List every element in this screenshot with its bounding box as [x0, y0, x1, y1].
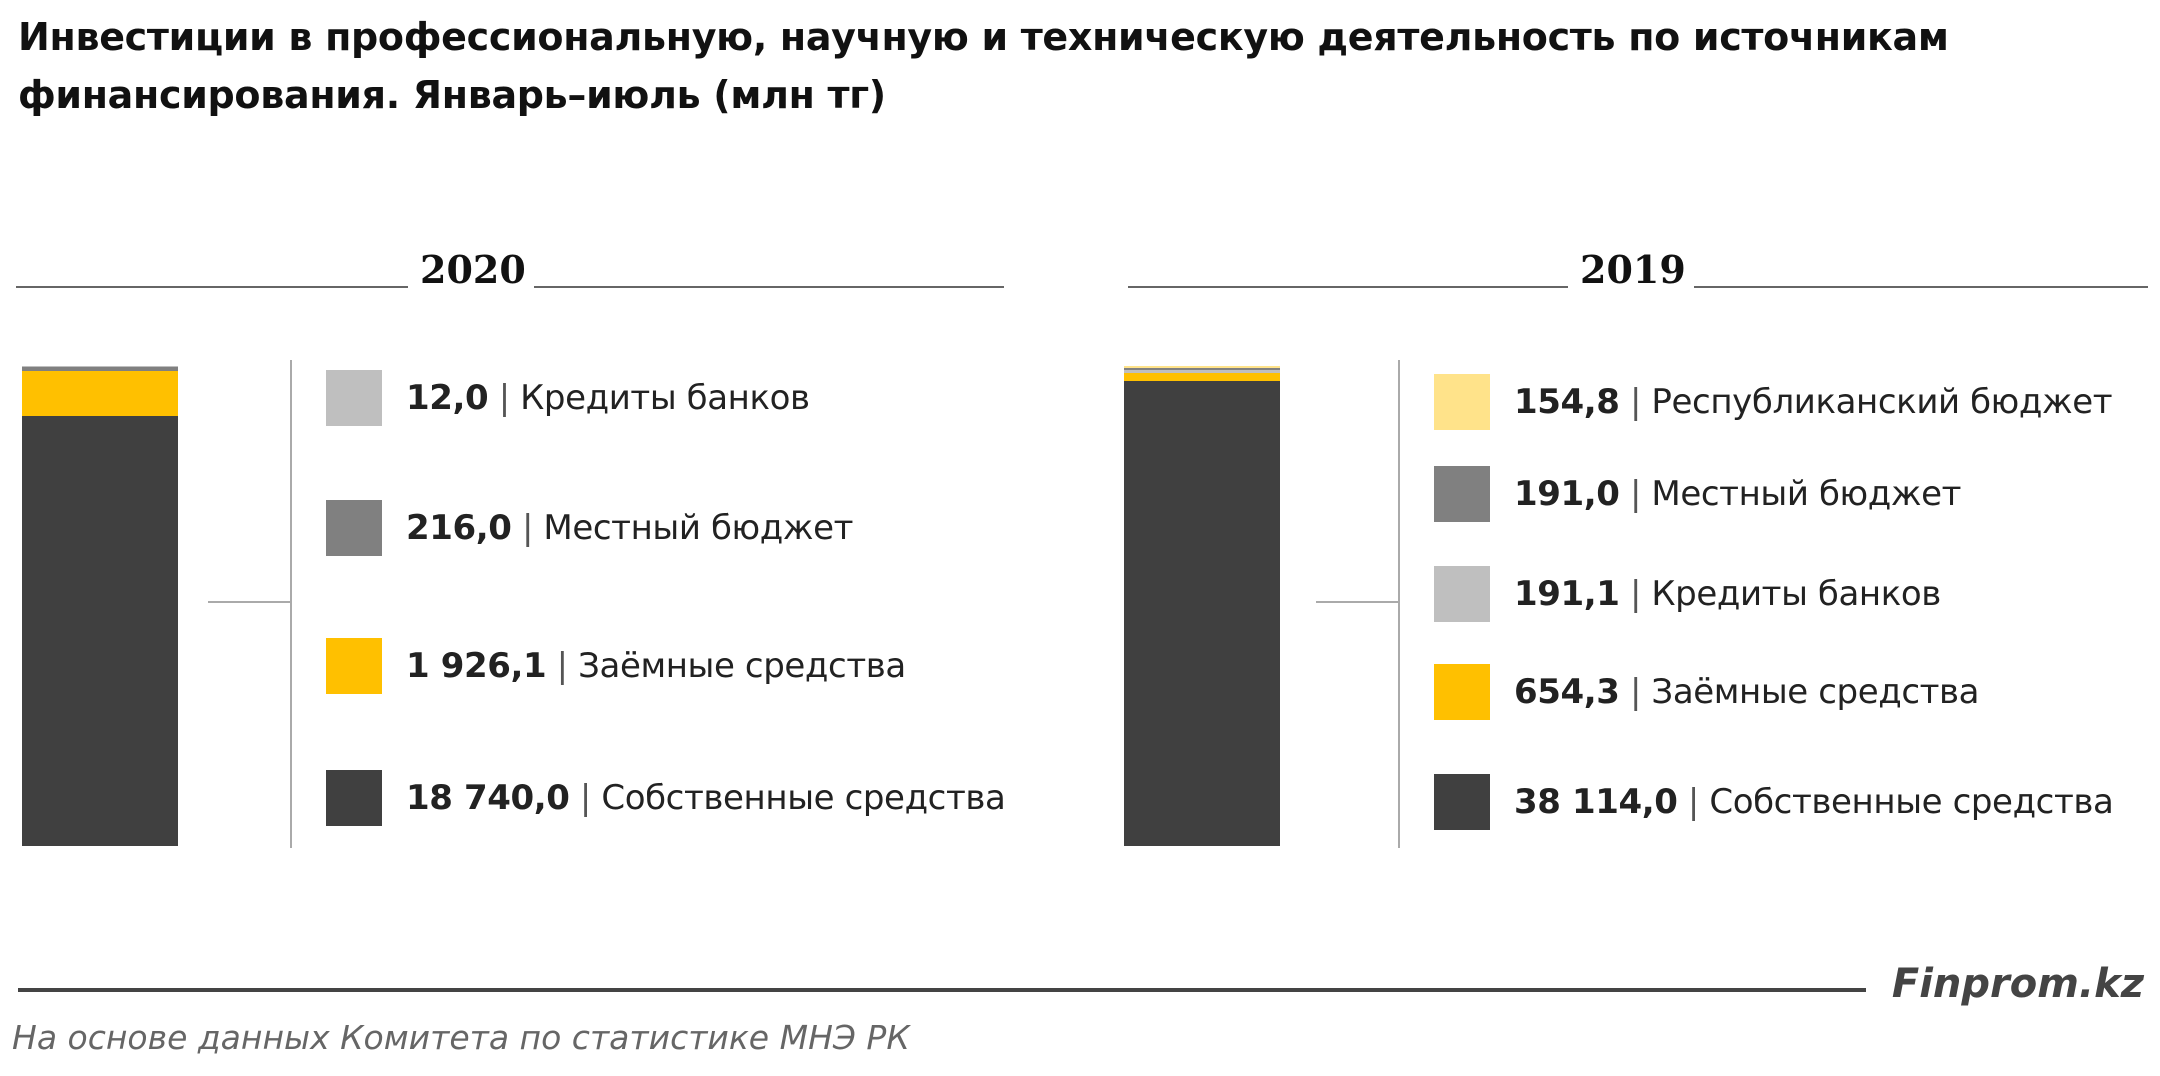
separator: |: [569, 778, 602, 818]
stacked-bar: [1124, 366, 1280, 846]
legend-bracket-vertical: [1398, 360, 1400, 848]
legend-swatch: [326, 770, 382, 826]
data-label: 1 926,1: [406, 646, 547, 686]
series-name: Собственные средства: [601, 778, 1006, 818]
series-name: Республиканский бюджет: [1651, 382, 2113, 422]
bar-segment: [1124, 372, 1280, 381]
legend-swatch: [1434, 566, 1490, 622]
legend-swatch: [326, 370, 382, 426]
legend-swatch: [326, 500, 382, 556]
separator: |: [1619, 672, 1652, 712]
legend-bracket-vertical: [290, 360, 292, 848]
series-name: Заёмные средства: [578, 646, 906, 686]
data-label: 38 114,0: [1514, 782, 1678, 822]
legend-label: 216,0 | Местный бюджет: [406, 500, 853, 556]
source-note: На основе данных Комитета по статистике …: [12, 1018, 910, 1057]
bar-segment: [1124, 367, 1280, 371]
separator: |: [511, 508, 544, 548]
legend-bracket-horizontal: [208, 601, 292, 603]
legend-label: 154,8 | Республиканский бюджет: [1514, 374, 2113, 430]
chart-title: Инвестиции в профессиональную, научную и…: [18, 15, 1949, 117]
data-label: 216,0: [406, 508, 512, 548]
year-rule-right: [534, 286, 1004, 288]
data-label: 191,0: [1514, 474, 1620, 514]
legend-bracket-horizontal: [1316, 601, 1400, 603]
legend-label: 18 740,0 | Собственные средства: [406, 770, 1006, 826]
year-rule-left: [16, 286, 408, 288]
legend-swatch: [1434, 664, 1490, 720]
bar-segment: [22, 366, 178, 372]
series-name: Кредиты банков: [520, 378, 810, 418]
data-label: 154,8: [1514, 382, 1620, 422]
stacked-bar: [22, 366, 178, 846]
separator: |: [1619, 382, 1652, 422]
legend-label: 12,0 | Кредиты банков: [406, 370, 810, 426]
separator: |: [488, 378, 521, 418]
data-label: 654,3: [1514, 672, 1620, 712]
series-name: Заёмные средства: [1651, 672, 1980, 712]
legend-swatch: [326, 638, 382, 694]
year-label: 2019: [1580, 247, 1686, 292]
legend-label: 654,3 | Заёмные средства: [1514, 664, 1980, 720]
legend-label: 191,0 | Местный бюджет: [1514, 466, 1961, 522]
year-label: 2020: [420, 247, 526, 292]
bar-segment: [22, 371, 178, 416]
data-label: 191,1: [1514, 574, 1620, 614]
series-name: Местный бюджет: [543, 508, 854, 548]
data-label: 12,0: [406, 378, 489, 418]
year-rule-right: [1694, 286, 2148, 288]
series-name: Собственные средства: [1709, 782, 2114, 822]
separator: |: [1619, 574, 1652, 614]
bar-segment: [1124, 366, 1280, 368]
brand-logo: Finprom.kz: [1891, 961, 2144, 1007]
legend-label: 1 926,1 | Заёмные средства: [406, 638, 906, 694]
legend-label: 38 114,0 | Собственные средства: [1514, 774, 2114, 830]
series-name: Местный бюджет: [1651, 474, 1962, 514]
bar-segment: [1124, 380, 1280, 846]
legend-swatch: [1434, 374, 1490, 430]
legend-swatch: [1434, 466, 1490, 522]
separator: |: [1619, 474, 1652, 514]
data-label: 18 740,0: [406, 778, 570, 818]
footer-rule: [18, 988, 1866, 992]
bar-segment: [1124, 370, 1280, 373]
year-rule-left: [1128, 286, 1568, 288]
series-name: Кредиты банков: [1651, 574, 1941, 614]
legend-label: 191,1 | Кредиты банков: [1514, 566, 1941, 622]
separator: |: [1677, 782, 1710, 822]
legend-swatch: [1434, 774, 1490, 830]
separator: |: [546, 646, 579, 686]
bar-segment: [22, 415, 178, 846]
